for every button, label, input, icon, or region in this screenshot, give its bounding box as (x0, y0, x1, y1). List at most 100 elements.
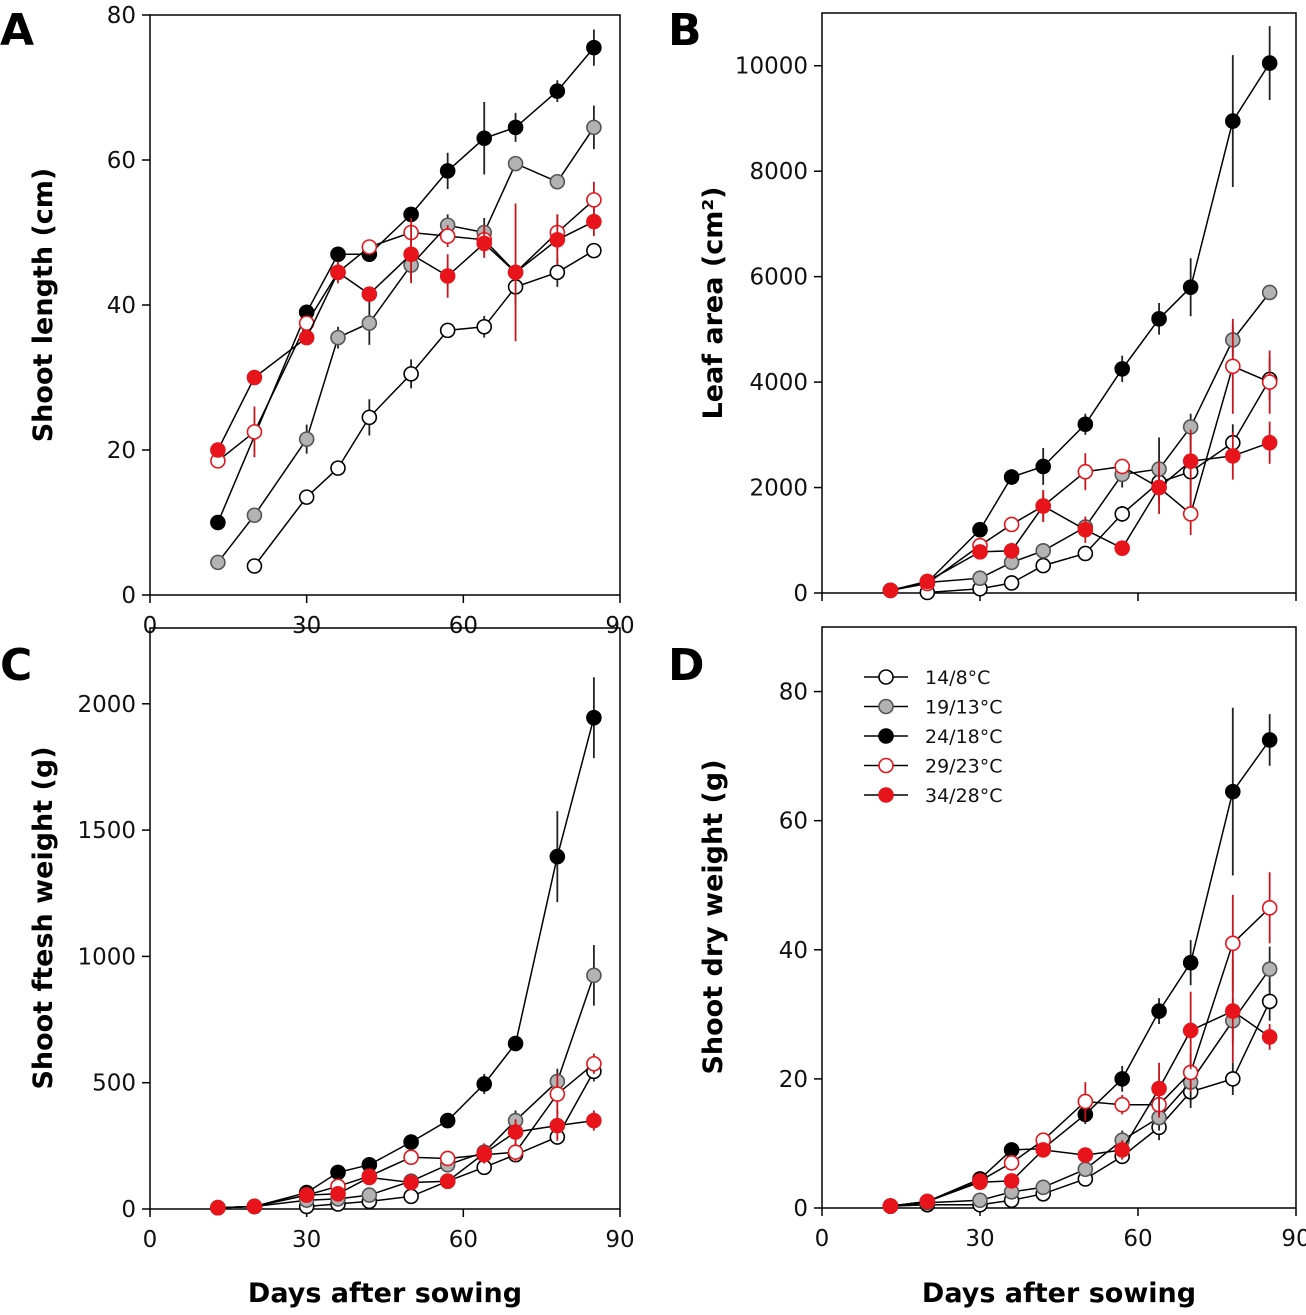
data-point (507, 155, 524, 172)
data-point (1003, 1155, 1020, 1171)
data-point (330, 460, 346, 476)
y-tick-label: 60 (107, 148, 136, 174)
data-point (210, 1199, 226, 1216)
panel-d: 0 20 40 60 80 0 30 60 90 D Shoot dry weight (g) Day… (668, 626, 1306, 1309)
data-point (1077, 463, 1094, 480)
data-point (549, 231, 566, 248)
data-point (210, 554, 226, 571)
data-point (403, 1174, 419, 1191)
data-point (1035, 458, 1051, 475)
data-point (1003, 516, 1020, 533)
data-point (1182, 453, 1199, 469)
panel-letter: A (0, 5, 34, 56)
data-point (476, 130, 493, 147)
legend-label: 29/23°C (925, 756, 1003, 778)
panel-letter: C (0, 640, 32, 691)
series-line (217, 199, 595, 462)
legend-marker (878, 669, 894, 685)
data-point (1003, 469, 1020, 485)
y-tick-label: 80 (779, 680, 808, 706)
legend-label: 19/13°C (925, 697, 1003, 719)
y-tick-label: 0 (793, 1196, 808, 1222)
data-point (1261, 374, 1278, 390)
data-point (1077, 1093, 1094, 1110)
y-tick-label: 2000 (77, 692, 136, 718)
data-point (507, 264, 524, 281)
y-tick-label: 500 (92, 1071, 136, 1097)
x-tick-label: 60 (449, 613, 478, 639)
series-line (890, 292, 1271, 592)
x-tick-label: 60 (449, 1227, 478, 1253)
series-34-28- (210, 1110, 602, 1216)
data-point (549, 1086, 566, 1102)
series-line (217, 47, 595, 523)
data-point (1225, 1071, 1241, 1087)
data-point (1182, 506, 1199, 522)
y-tick-label: 80 (107, 3, 136, 29)
series-line (217, 717, 595, 1209)
data-point (1151, 1003, 1167, 1019)
y-tick-label: 60 (779, 809, 808, 835)
legend-label: 24/18°C (925, 726, 1003, 748)
y-tick-label: 20 (107, 438, 136, 464)
series-29-23- (210, 181, 602, 469)
x-tick-label: 30 (965, 1226, 994, 1252)
data-point (1225, 783, 1241, 800)
series-line (253, 249, 595, 567)
data-point (1261, 284, 1278, 301)
data-point (1225, 935, 1241, 952)
series-14-8- (246, 242, 602, 574)
data-point (549, 1117, 566, 1134)
data-point (586, 1112, 602, 1129)
data-point (1114, 1142, 1130, 1158)
data-point (1077, 521, 1094, 538)
x-axis-label: Days after sowing (248, 1278, 522, 1309)
data-point (1114, 1071, 1130, 1087)
data-point (439, 322, 456, 339)
legend: 14/8°C 19/13°C 24/18°C 29/23°C 34/28°C (864, 667, 1003, 807)
data-point (1114, 361, 1130, 377)
data-point (476, 235, 493, 252)
y-tick-label: 20 (779, 1067, 808, 1093)
data-point (919, 1193, 936, 1210)
x-tick-label: 0 (815, 1226, 830, 1252)
series-34-28- (882, 421, 1278, 599)
y-tick-label: 2000 (749, 476, 808, 502)
legend-marker (878, 698, 894, 715)
data-point (361, 315, 378, 331)
data-point (1182, 954, 1199, 971)
data-point (403, 246, 419, 263)
y-axis-label: Leaf area (cm²) (698, 187, 729, 420)
panel-b: 0 2000 4000 6000 8000 10000 B Leaf area (cm²) (668, 5, 1297, 607)
data-point (403, 1149, 419, 1166)
data-point (1225, 113, 1241, 129)
data-point (1261, 55, 1278, 71)
data-point (1114, 1096, 1130, 1113)
data-point (1035, 543, 1051, 559)
legend-entry: 19/13°C (864, 697, 1003, 719)
data-point (246, 424, 263, 440)
data-point (1114, 458, 1130, 475)
plot-frame (149, 14, 621, 596)
x-tick-label: 30 (292, 1227, 321, 1253)
data-point (246, 558, 263, 574)
y-tick-label: 1000 (77, 944, 136, 970)
x-tick-label: 30 (292, 613, 321, 639)
data-point (972, 570, 988, 587)
data-point (1225, 1003, 1241, 1019)
data-point (330, 1164, 346, 1181)
data-point (1077, 416, 1094, 433)
data-point (1035, 1179, 1051, 1196)
panel-letter: D (668, 640, 705, 691)
data-point (210, 514, 226, 531)
data-point (361, 1169, 378, 1186)
data-point (298, 489, 315, 505)
panel-letter: B (668, 5, 702, 56)
series-line (927, 379, 1271, 594)
data-point (586, 967, 602, 984)
data-point (246, 1198, 263, 1215)
y-tick-label: 4000 (749, 370, 808, 396)
data-point (972, 1174, 988, 1190)
data-point (1261, 732, 1278, 748)
